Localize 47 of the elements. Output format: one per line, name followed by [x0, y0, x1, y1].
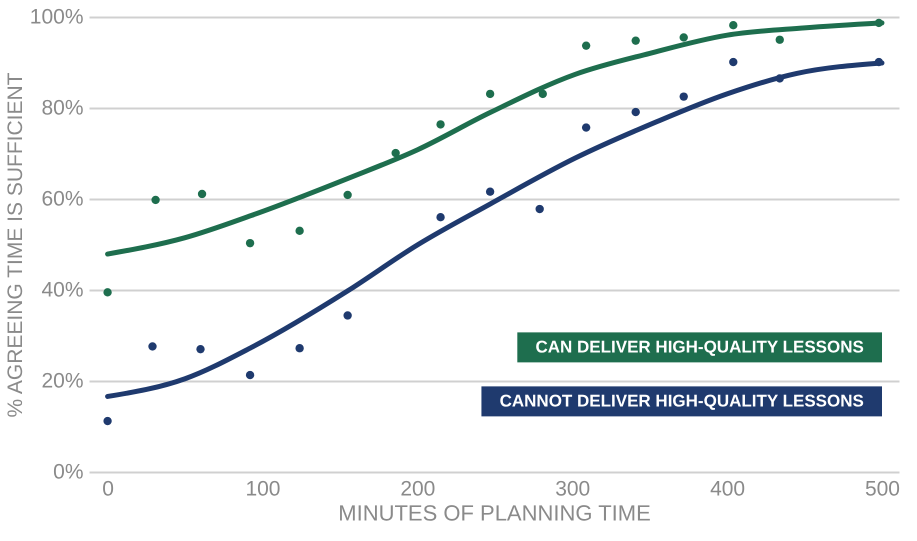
- point: [198, 190, 206, 198]
- point: [582, 123, 590, 132]
- x-axis-title: MINUTES OF PLANNING TIME: [338, 500, 651, 526]
- point: [582, 41, 590, 50]
- point: [151, 196, 160, 204]
- x-tick-label: 200: [400, 478, 436, 500]
- point: [103, 288, 112, 296]
- y-axis-title: % AGREEING TIME IS SUFFICIENT: [4, 72, 27, 418]
- y-tick-label: 60%: [41, 188, 84, 210]
- x-tick-label: 100: [245, 478, 280, 500]
- point: [486, 188, 494, 196]
- point: [729, 21, 738, 30]
- y-tick-label: 20%: [41, 370, 84, 392]
- point: [632, 36, 640, 45]
- x-tick-label: 500: [864, 478, 900, 500]
- point: [391, 148, 400, 158]
- point: [632, 108, 640, 116]
- point: [680, 92, 688, 101]
- point: [295, 226, 304, 236]
- text: CANNOT DELIVER HIGH-QUALITY LESSONS: [500, 391, 864, 410]
- point: [776, 36, 784, 44]
- point: [246, 238, 254, 248]
- point: [196, 344, 205, 354]
- point: [536, 204, 544, 214]
- x-tick-label: 400: [710, 478, 746, 500]
- point: [538, 90, 547, 98]
- y-tick-label: 0%: [53, 460, 84, 484]
- point: [776, 74, 784, 83]
- y-tick-label: 100%: [30, 6, 84, 28]
- point: [729, 58, 738, 66]
- point: [295, 344, 304, 352]
- point: [436, 120, 445, 129]
- text: CAN DELIVER HIGH-QUALITY LESSONS: [535, 337, 864, 356]
- point: [680, 33, 688, 42]
- point: [343, 190, 352, 200]
- point: [874, 58, 884, 66]
- y-tick-label: 40%: [41, 278, 84, 302]
- point: [874, 18, 884, 28]
- x-tick-label: 300: [555, 478, 590, 500]
- point: [103, 416, 112, 426]
- point: [436, 213, 445, 222]
- x-tick-label: 0: [102, 478, 114, 500]
- point: [343, 311, 352, 320]
- point: [148, 342, 157, 351]
- point: [486, 90, 494, 98]
- y-tick-label: 80%: [41, 96, 84, 120]
- point: [246, 370, 254, 380]
